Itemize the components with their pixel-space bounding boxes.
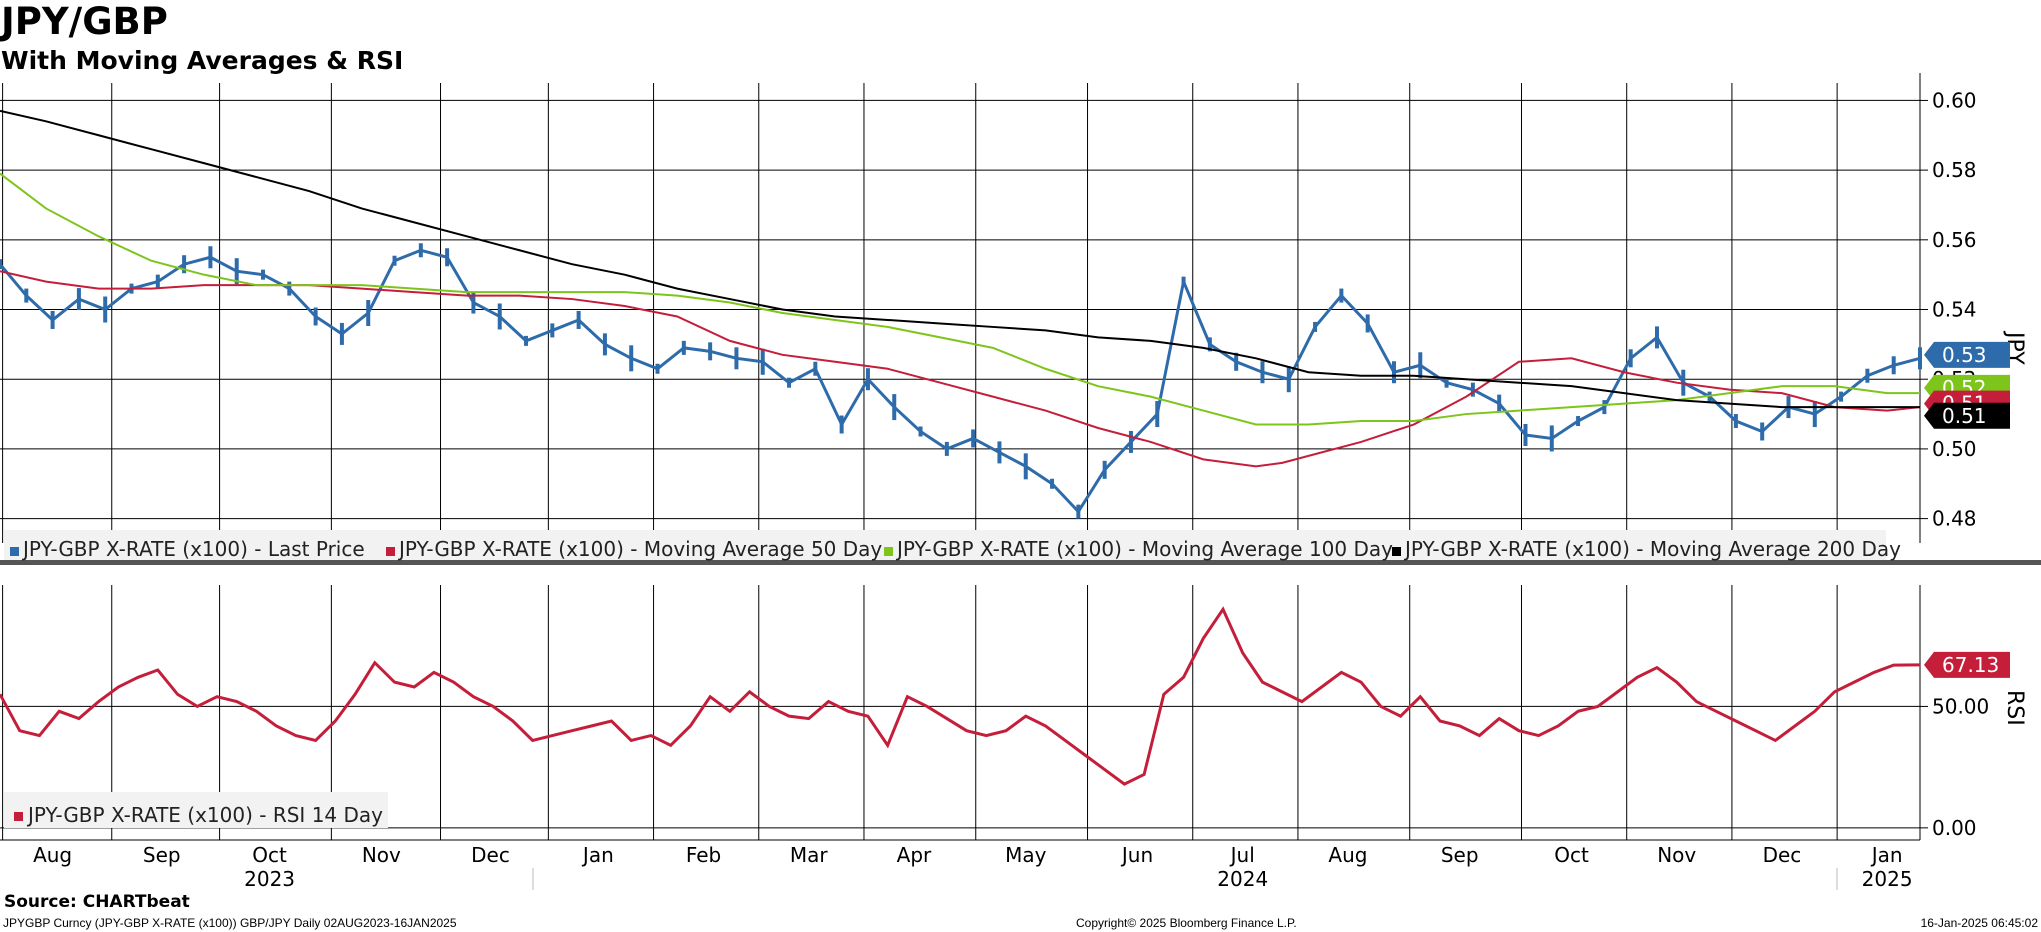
- x-tick-label: Aug: [1328, 843, 1367, 867]
- value-tag-box: [1924, 341, 2010, 368]
- x-tick-label: Jan: [1870, 843, 1903, 867]
- value-tag: 0.53: [1924, 341, 2010, 368]
- x-tick-label: Nov: [1657, 843, 1696, 867]
- x-year-label: 2024: [1217, 867, 1268, 891]
- y-tick-label: 0.00: [1932, 816, 1977, 840]
- x-tick-label: May: [1005, 843, 1047, 867]
- x-year-label: 2023: [244, 867, 295, 891]
- y-tick-label: 0.60: [1932, 88, 1977, 112]
- source-label: Source: CHARTbeat: [4, 892, 190, 912]
- ma200-line: [0, 109, 1920, 409]
- timestamp: 16-Jan-2025 06:45:02: [1921, 916, 2039, 930]
- chart-title: JPY/GBP: [1, 0, 168, 43]
- y-tick-label: 0.50: [1932, 437, 1977, 461]
- legend-bg: [4, 792, 388, 828]
- price-panel: 0.480.500.520.540.560.580.60JPY0.530.520…: [0, 73, 2041, 565]
- x-tick-label: Mar: [790, 843, 829, 867]
- x-year-label: 2025: [1862, 867, 1913, 891]
- legend-lower: JPY-GBP X-RATE (x100) - RSI 14 Day: [4, 792, 388, 828]
- legend-swatch: [386, 547, 395, 556]
- value-tag: 67.13: [1924, 651, 2010, 678]
- rsi-line: [0, 606, 1921, 786]
- x-tick-label: Dec: [471, 843, 510, 867]
- panel-separator: [0, 560, 2041, 565]
- legend-item: JPY-GBP X-RATE (x100) - Moving Average 1…: [895, 537, 1393, 561]
- legend-swatch: [884, 547, 893, 556]
- value-tag-label: 0.53: [1942, 343, 1987, 367]
- copyright: Copyright© 2025 Bloomberg Finance L.P.: [1076, 916, 1297, 930]
- legend-swatch: [14, 812, 23, 821]
- y-tick-label: 0.58: [1932, 158, 1977, 182]
- x-tick-label: Oct: [1554, 843, 1589, 867]
- legend-item: JPY-GBP X-RATE (x100) - Last Price: [21, 537, 365, 561]
- chart-subtitle: With Moving Averages & RSI: [1, 46, 404, 75]
- ma50-line: [0, 270, 1921, 468]
- y-axis-label-lower: RSI: [2002, 690, 2027, 726]
- price-line: [0, 248, 1921, 515]
- footer: Source: CHARTbeat JPYGBP Curncy (JPY-GBP…: [3, 892, 2038, 930]
- value-tag-box: [1924, 402, 2010, 429]
- value-tag-label: 67.13: [1942, 653, 1999, 677]
- legend-swatch: [1392, 547, 1401, 556]
- x-tick-label: Aug: [33, 843, 72, 867]
- x-tick-label: Jan: [581, 843, 614, 867]
- legend-item: JPY-GBP X-RATE (x100) - RSI 14 Day: [26, 803, 383, 827]
- legend-item: JPY-GBP X-RATE (x100) - Moving Average 2…: [1403, 537, 1901, 561]
- footer-note: JPYGBP Curncy (JPY-GBP X-RATE (x100)) GB…: [3, 916, 457, 930]
- x-tick-label: Nov: [362, 843, 401, 867]
- y-tick-label: 0.54: [1932, 298, 1977, 322]
- ma100-line: [0, 172, 1920, 426]
- x-tick-label: Sep: [143, 843, 181, 867]
- y-tick-label: 50.00: [1932, 694, 1989, 718]
- legend-swatch: [10, 547, 19, 556]
- y-tick-label: 0.48: [1932, 507, 1977, 531]
- x-tick-label: Feb: [686, 843, 721, 867]
- value-tag-box: [1924, 651, 2010, 678]
- x-tick-label: Apr: [897, 843, 932, 867]
- legend-bg: [4, 530, 1886, 560]
- x-tick-label: Oct: [252, 843, 287, 867]
- value-tag: 0.51: [1924, 402, 2010, 429]
- x-tick-label: Sep: [1441, 843, 1479, 867]
- y-tick-label: 0.56: [1932, 228, 1977, 252]
- legend-item: JPY-GBP X-RATE (x100) - Moving Average 5…: [397, 537, 882, 561]
- legend-upper: JPY-GBP X-RATE (x100) - Last Price JPY-GB…: [4, 530, 1901, 561]
- x-axis: Aug Sep Oct Nov Dec Jan Feb Mar Apr May Jun Jul Aug S…: [0, 839, 1920, 891]
- x-tick-label: Jun: [1120, 843, 1153, 867]
- x-tick-label: Jul: [1229, 843, 1255, 867]
- value-tag-label: 0.51: [1942, 404, 1987, 428]
- x-tick-label: Dec: [1763, 843, 1802, 867]
